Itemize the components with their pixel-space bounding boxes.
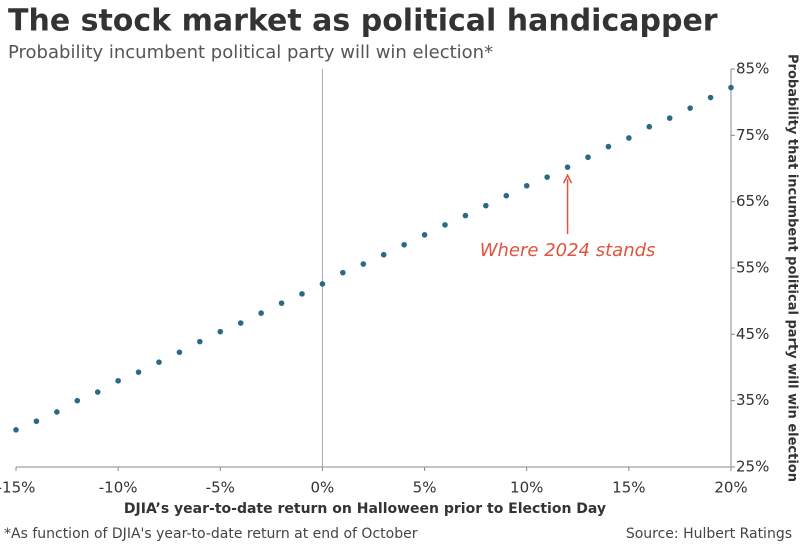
point bbox=[135, 369, 142, 375]
point bbox=[94, 389, 101, 395]
x-tick-label: -15% bbox=[0, 479, 35, 497]
point bbox=[33, 418, 40, 425]
point bbox=[544, 174, 550, 180]
x-tick-label: 10% bbox=[510, 479, 543, 497]
point bbox=[380, 251, 387, 258]
point bbox=[626, 135, 632, 141]
point bbox=[646, 123, 653, 130]
y-tick-label: 75% bbox=[736, 126, 769, 144]
y-tick-label: 35% bbox=[736, 391, 769, 409]
point bbox=[728, 84, 734, 91]
y-tick-label: 85% bbox=[736, 60, 769, 78]
point bbox=[421, 232, 428, 238]
y-tick-label: 65% bbox=[736, 192, 769, 210]
x-tick-label: 15% bbox=[612, 479, 645, 497]
point bbox=[605, 143, 612, 150]
point bbox=[217, 328, 224, 335]
y-tick-label: 55% bbox=[736, 259, 769, 277]
point bbox=[523, 182, 530, 189]
point bbox=[237, 320, 244, 326]
point bbox=[197, 338, 203, 345]
point bbox=[278, 300, 285, 306]
point bbox=[401, 241, 407, 248]
point bbox=[74, 397, 81, 404]
x-tick-label: 20% bbox=[714, 479, 747, 497]
point bbox=[319, 281, 326, 287]
x-tick-label: -5% bbox=[206, 479, 235, 497]
point bbox=[258, 310, 264, 316]
point bbox=[176, 349, 183, 356]
point bbox=[462, 212, 469, 219]
chart-title: The stock market as political handicappe… bbox=[8, 4, 718, 39]
point bbox=[687, 105, 693, 111]
point bbox=[442, 222, 448, 228]
point bbox=[585, 154, 591, 161]
point bbox=[666, 115, 673, 121]
y-axis-label: Probability that incumbent political par… bbox=[785, 54, 800, 482]
point bbox=[340, 269, 346, 276]
point bbox=[483, 202, 489, 209]
x-tick-label: 0% bbox=[311, 479, 335, 497]
x-tick-label: 5% bbox=[413, 479, 437, 497]
point bbox=[707, 94, 714, 101]
point bbox=[115, 377, 121, 384]
point bbox=[299, 291, 305, 297]
footnote: *As function of DJIA's year-to-date retu… bbox=[4, 526, 418, 542]
point bbox=[13, 427, 19, 433]
point bbox=[360, 261, 367, 267]
point bbox=[54, 409, 60, 415]
x-axis-label: DJIA’s year-to-date return on Halloween … bbox=[124, 501, 606, 517]
y-tick-label: 25% bbox=[736, 458, 769, 476]
point bbox=[503, 192, 510, 199]
point bbox=[564, 164, 571, 170]
annotation-arrowhead bbox=[562, 173, 573, 184]
source: Source: Hulbert Ratings bbox=[626, 526, 792, 542]
point bbox=[156, 359, 162, 365]
annotation: Where 2024 stands bbox=[480, 240, 656, 261]
chart-subtitle: Probability incumbent political party wi… bbox=[8, 42, 493, 63]
y-tick-label: 45% bbox=[736, 325, 769, 343]
x-tick-label: -10% bbox=[99, 479, 138, 497]
